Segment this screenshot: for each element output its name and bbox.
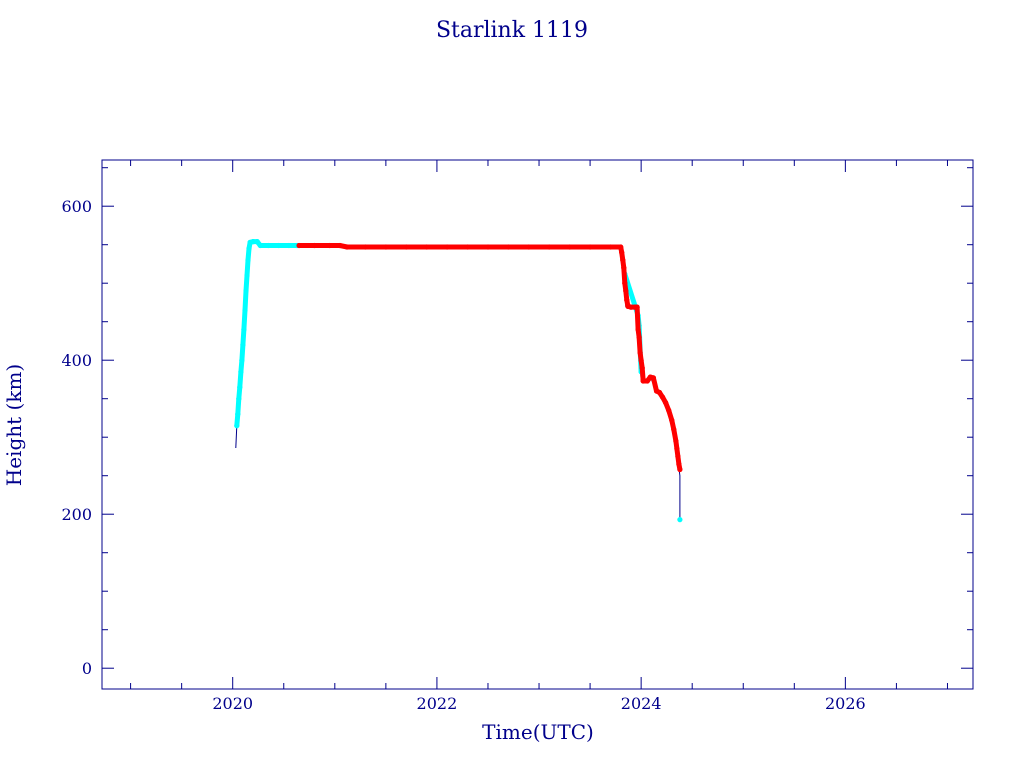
x-tick-label: 2020	[212, 694, 253, 713]
data-point	[677, 517, 683, 523]
data-marks	[234, 239, 683, 523]
y-tick-label: 400	[61, 351, 92, 370]
y-tick-label: 200	[61, 505, 92, 524]
x-tick-label: 2022	[417, 694, 458, 713]
series-line	[235, 241, 681, 520]
data-point-band	[242, 288, 249, 313]
data-point-band	[241, 307, 248, 332]
y-tick-label: 600	[61, 197, 92, 216]
x-tick-label: 2024	[621, 694, 662, 713]
axis-ticks	[102, 160, 973, 689]
data-point-band	[634, 304, 641, 332]
plot-frame	[101, 159, 974, 690]
y-axis-label: Height (km)	[2, 364, 26, 486]
axis-tick-labels: 2020 2022 2024 2026 0 200 400 600	[61, 197, 865, 713]
data-point	[677, 466, 683, 473]
chart-title: Starlink 1119	[436, 18, 588, 43]
x-tick-label: 2026	[825, 694, 866, 713]
x-axis-label: Time(UTC)	[482, 720, 594, 744]
y-tick-label: 0	[82, 659, 92, 678]
